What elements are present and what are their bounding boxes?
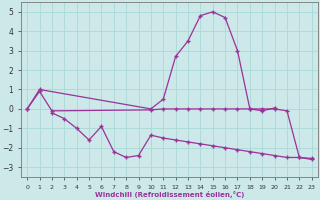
X-axis label: Windchill (Refroidissement éolien,°C): Windchill (Refroidissement éolien,°C)	[95, 191, 244, 198]
